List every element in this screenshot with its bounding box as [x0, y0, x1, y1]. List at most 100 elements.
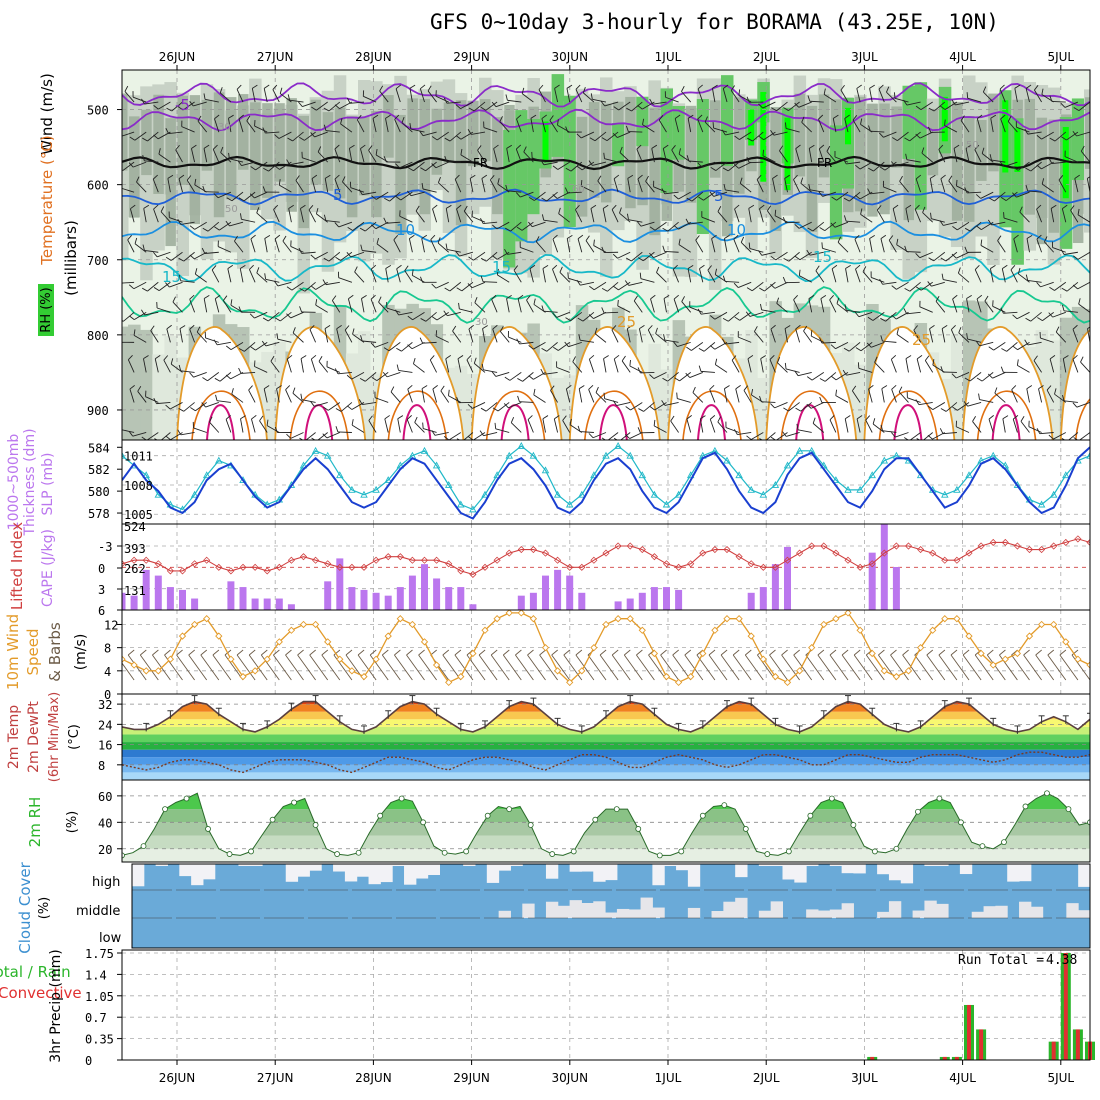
rh-point	[205, 826, 211, 832]
wind-barb	[532, 221, 546, 228]
wind10-barb	[285, 654, 304, 681]
wind-barb	[456, 204, 462, 210]
wind-barb	[774, 281, 788, 289]
wind-barb	[713, 127, 728, 133]
wind-barb	[704, 116, 708, 123]
wind-barb	[818, 118, 825, 133]
wind10-barb	[829, 649, 837, 656]
cape-bar	[663, 587, 670, 610]
wind-barb	[872, 311, 885, 321]
wind-barb	[843, 215, 847, 222]
wind-barb	[733, 282, 739, 288]
wind10-barb	[309, 654, 329, 681]
wind-barb	[378, 296, 382, 303]
wind10-barb	[623, 654, 643, 681]
wind-barb	[613, 286, 619, 291]
wind-barb	[376, 191, 389, 200]
precip-conv-bar	[1063, 953, 1068, 1060]
lifted-index-point	[215, 563, 223, 571]
wind-barb	[346, 97, 351, 104]
rh-point	[122, 852, 125, 859]
wind-barb	[979, 341, 994, 347]
lifted-index-point	[699, 549, 707, 557]
wind-barb	[1027, 280, 1042, 283]
wind-barb	[516, 114, 522, 120]
wind10-barb	[127, 649, 135, 656]
wind-speed-point	[590, 644, 598, 652]
wind-barb	[262, 317, 269, 322]
cloud-mid	[581, 903, 594, 918]
lifted-index-point	[166, 567, 174, 575]
wind-barb	[273, 204, 279, 210]
rh-shade	[407, 98, 418, 193]
wind-barb	[412, 311, 425, 321]
cloud-high	[936, 864, 949, 866]
wind-barb	[843, 347, 850, 352]
wind-barb	[698, 196, 704, 201]
wind-barb	[1061, 136, 1067, 141]
wind-barb	[940, 174, 946, 180]
wind-barb	[1064, 251, 1078, 255]
day-label-top: 29JUN	[453, 50, 490, 64]
isotherm-loop	[191, 390, 251, 440]
wind-barb	[981, 372, 994, 382]
wind-barb	[984, 295, 989, 302]
wind-barb	[399, 215, 413, 223]
thickness-label-1: 1000~500mb	[6, 434, 22, 531]
wind-barb	[371, 264, 377, 270]
wind-barb	[144, 101, 159, 105]
wind-barb	[336, 328, 341, 343]
panel-frame	[121, 949, 1091, 1061]
wind-barb	[541, 118, 546, 133]
wind-barb	[957, 221, 970, 231]
wind-barb	[448, 432, 462, 440]
slp-point	[1086, 451, 1090, 459]
rh-shade	[806, 105, 818, 232]
wind-barb	[776, 303, 788, 313]
rh-point	[463, 848, 470, 855]
lifted-index-point	[614, 542, 622, 550]
day-label-bottom: 1JUL	[655, 1071, 682, 1085]
cloud-high	[344, 864, 358, 882]
wind-barb	[517, 294, 524, 300]
wind-barb	[1027, 190, 1042, 193]
wind-barb	[482, 325, 488, 329]
wind-barb	[733, 163, 739, 169]
wind-barb	[142, 244, 145, 251]
wind-barb	[860, 208, 863, 215]
wind-barb	[160, 211, 171, 223]
wind-barb	[562, 415, 567, 421]
wind-barb	[492, 328, 498, 343]
wind-barb	[134, 131, 147, 141]
wind-barb	[601, 437, 607, 440]
wind-barb	[492, 324, 498, 330]
lifted-index-line	[122, 538, 1090, 575]
wind-barb	[891, 314, 897, 320]
wind-barb	[445, 208, 450, 223]
rh-point	[656, 852, 663, 859]
wind-barb	[437, 237, 441, 244]
wind-barb	[852, 119, 861, 133]
wind-barb	[190, 148, 196, 163]
wind-barb	[243, 191, 256, 202]
wind-barb	[255, 341, 268, 351]
wind-barb	[132, 432, 147, 437]
wind-barb	[496, 221, 510, 230]
wind-barb	[707, 265, 712, 271]
rh-green	[636, 96, 649, 147]
wind-barb	[1002, 418, 1006, 433]
wind-barb	[459, 308, 474, 313]
wind-barb	[626, 107, 632, 112]
wind-barb	[583, 92, 595, 103]
wind10-barb	[732, 654, 752, 681]
isotherm-loop	[598, 404, 628, 440]
lifted-index-point	[1001, 538, 1009, 547]
wind-barb	[662, 227, 669, 232]
wind-barb	[492, 255, 498, 260]
wind-barb	[868, 385, 874, 390]
lifted-index-point	[324, 560, 332, 568]
wind-barb	[541, 114, 547, 119]
wind-barb	[795, 324, 801, 330]
wind-barb	[389, 191, 401, 202]
wind-barb	[474, 296, 478, 303]
